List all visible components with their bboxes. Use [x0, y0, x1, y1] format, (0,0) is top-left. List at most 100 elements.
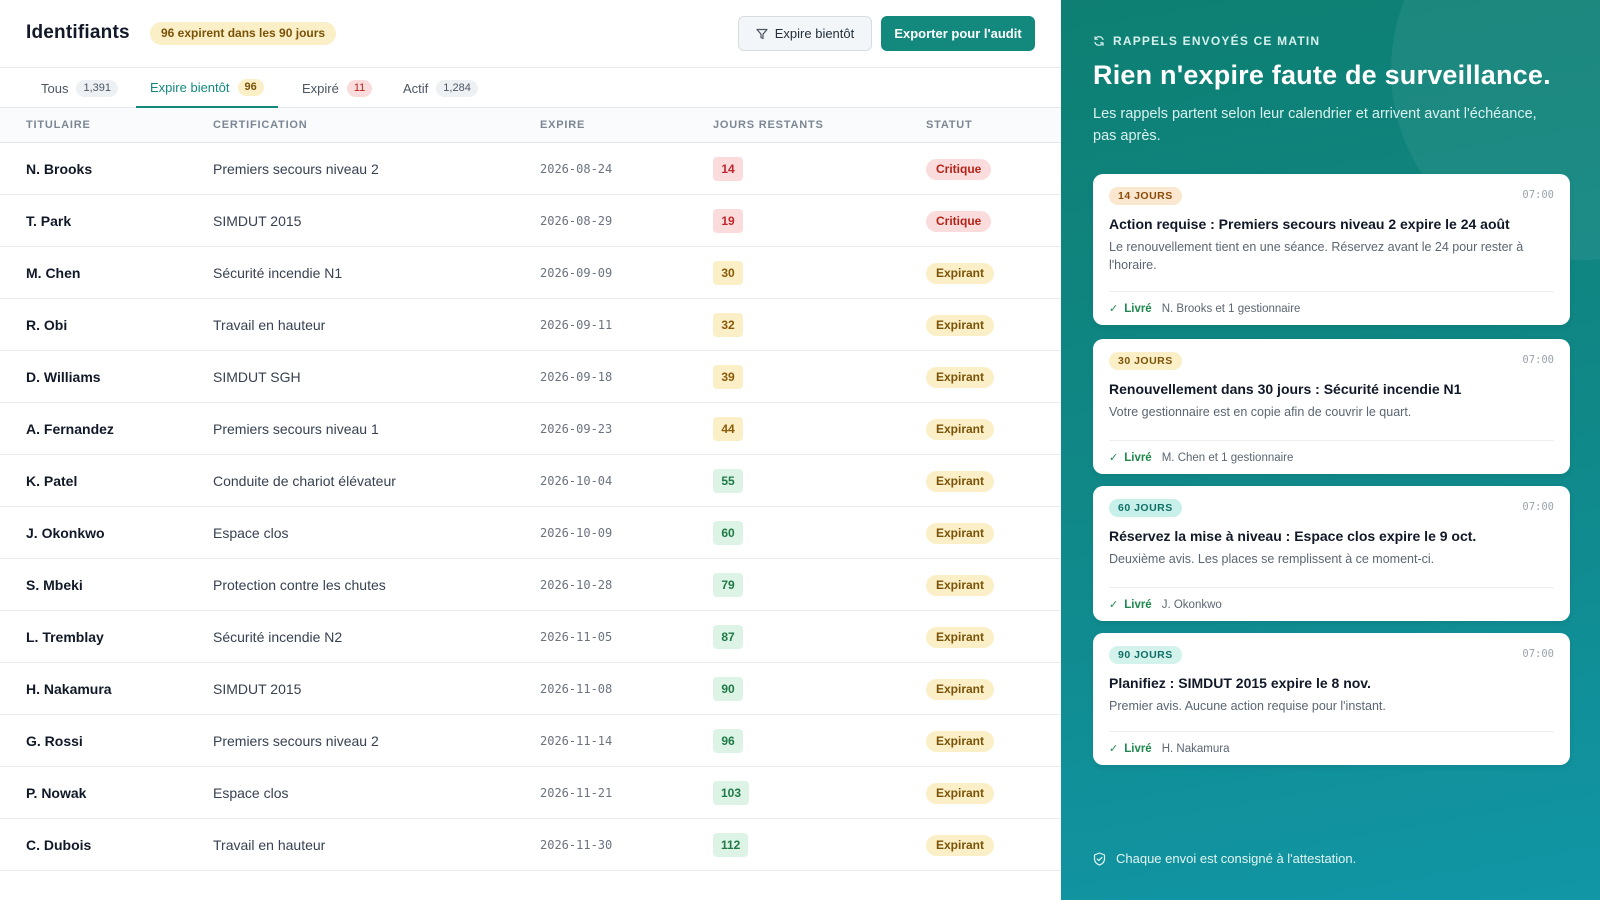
certification-name: Sécurité incendie N2 — [213, 629, 343, 645]
tab-active[interactable]: Actif 1,284 — [389, 68, 492, 108]
holder-name: R. Obi — [26, 317, 68, 333]
table-row[interactable]: H. Nakamura SIMDUT 2015 2026-11-08 90 Expira… — [0, 663, 1061, 715]
status-badge: Critique — [926, 159, 992, 180]
reminder-body: Votre gestionnaire est en copie afin de … — [1109, 405, 1412, 419]
certification-name: Conduite de chariot élévateur — [213, 473, 396, 489]
status-badge: Expirant — [926, 263, 995, 284]
tab-expired[interactable]: Expiré 11 — [288, 68, 386, 108]
expiry-date: 2026-09-09 — [540, 266, 613, 280]
tab-all[interactable]: Tous 1,391 — [27, 68, 132, 108]
certification-name: Espace clos — [213, 785, 289, 801]
certification-name: Travail en hauteur — [213, 317, 326, 333]
column-header-days-left[interactable]: JOURS RESTANTS — [713, 119, 824, 131]
tab-label: Expiré — [302, 80, 339, 96]
page-title: Identifiants — [26, 22, 130, 43]
table-header: TITULAIRE CERTIFICATION EXPIRE JOURS RES… — [0, 108, 1061, 143]
status-badge: Expirant — [926, 419, 995, 440]
filter-icon — [756, 28, 768, 39]
column-header-holder[interactable]: TITULAIRE — [26, 119, 91, 131]
reminder-title: Renouvellement dans 30 jours : Sécurité … — [1109, 381, 1462, 397]
reminder-time: 07:00 — [1522, 354, 1554, 366]
tab-count: 1,284 — [436, 79, 478, 97]
certification-name: SIMDUT 2015 — [213, 213, 302, 229]
table-row[interactable]: P. Nowak Espace clos 2026-11-21 103 Expirant — [0, 767, 1061, 819]
delivered-label: Livré — [1124, 598, 1152, 611]
table-row[interactable]: D. Williams SIMDUT SGH 2026-09-18 39 Expiran… — [0, 351, 1061, 403]
table-row[interactable]: K. Patel Conduite de chariot élévateur 202… — [0, 455, 1061, 507]
status-badge: Expirant — [926, 627, 995, 648]
table-row[interactable]: S. Mbeki Protection contre les chutes 2026… — [0, 559, 1061, 611]
days-remaining-badge: 32 — [713, 313, 743, 337]
table-row[interactable]: T. Park SIMDUT 2015 2026-08-29 19 Critique — [0, 195, 1061, 247]
reminder-body: Deuxième avis. Les places se remplissent… — [1109, 552, 1435, 566]
table-row[interactable]: C. Dubois Travail en hauteur 2026-11-30 112… — [0, 819, 1061, 871]
check-icon: ✓ — [1109, 599, 1119, 611]
column-header-certification[interactable]: CERTIFICATION — [213, 119, 308, 131]
recipients: J. Okonkwo — [1161, 598, 1222, 611]
status-badge: Expirant — [926, 575, 995, 596]
holder-name: H. Nakamura — [26, 681, 112, 697]
expiry-date: 2026-09-23 — [540, 422, 613, 436]
certification-name: Espace clos — [213, 525, 289, 541]
days-remaining-badge: 55 — [713, 469, 743, 493]
panel-eyebrow: RAPPELS ENVOYÉS CE MATIN — [1093, 34, 1320, 48]
certification-name: Premiers secours niveau 1 — [213, 421, 379, 437]
reminder-title: Action requise : Premiers secours niveau… — [1109, 216, 1510, 232]
expiry-date: 2026-08-24 — [540, 162, 613, 176]
panel-eyebrow-text: RAPPELS ENVOYÉS CE MATIN — [1113, 34, 1321, 48]
reminder-delivery: ✓ Livré N. Brooks et 1 gestionnaire — [1109, 291, 1554, 325]
shield-check-icon — [1093, 851, 1106, 866]
tab-count: 11 — [346, 79, 373, 97]
table-row[interactable]: L. Tremblay Sécurité incendie N2 2026-11-0… — [0, 611, 1061, 663]
reminder-card[interactable]: 60 JOURS 07:00 Réservez la mise à niveau :… — [1093, 486, 1570, 621]
expiry-date: 2026-11-21 — [540, 786, 613, 800]
holder-name: A. Fernandez — [26, 421, 114, 437]
reminder-interval-badge: 14 JOURS — [1109, 187, 1182, 205]
table-row[interactable]: A. Fernandez Premiers secours niveau 1 202… — [0, 403, 1061, 455]
credentials-pane: Identifiants 96 expirent dans les 90 jou… — [0, 16, 1061, 871]
table-row[interactable]: R. Obi Travail en hauteur 2026-09-11 32 Expi… — [0, 299, 1061, 351]
panel-description: Les rappels partent selon leur calendrie… — [1093, 106, 1537, 144]
days-remaining-badge: 19 — [713, 209, 743, 233]
holder-name: J. Okonkwo — [26, 525, 105, 541]
table-row[interactable]: N. Brooks Premiers secours niveau 2 2026-0… — [0, 143, 1061, 195]
status-badge: Critique — [926, 211, 992, 232]
holder-name: C. Dubois — [26, 837, 92, 853]
export-audit-button[interactable]: Exporter pour l'audit — [881, 16, 1035, 51]
filter-button[interactable]: Expire bientôt — [738, 16, 872, 51]
status-badge: Expirant — [926, 783, 995, 804]
days-remaining-badge: 87 — [713, 625, 743, 649]
recipients: M. Chen et 1 gestionnaire — [1161, 451, 1294, 464]
holder-name: M. Chen — [26, 265, 81, 281]
table-row[interactable]: G. Rossi Premiers secours niveau 2 2026-11… — [0, 715, 1061, 767]
days-remaining-badge: 96 — [713, 729, 743, 753]
holder-name: S. Mbeki — [26, 577, 83, 593]
days-remaining-badge: 39 — [713, 365, 743, 389]
reminder-body: Premier avis. Aucune action requise pour… — [1109, 699, 1386, 713]
reminder-card[interactable]: 90 JOURS 07:00 Planifiez : SIMDUT 2015 exp… — [1093, 633, 1570, 765]
reminder-card[interactable]: 30 JOURS 07:00 Renouvellement dans 30 jour… — [1093, 339, 1570, 474]
column-header-expires[interactable]: EXPIRE — [540, 119, 586, 131]
tab-expiring-soon[interactable]: Expire bientôt 96 — [136, 68, 278, 108]
expiry-date: 2026-10-04 — [540, 474, 613, 488]
check-icon: ✓ — [1109, 452, 1119, 464]
reminder-delivery: ✓ Livré J. Okonkwo — [1109, 587, 1554, 621]
certification-name: SIMDUT 2015 — [213, 681, 302, 697]
certification-name: Protection contre les chutes — [213, 577, 386, 593]
table-row[interactable]: M. Chen Sécurité incendie N1 2026-09-09 30 E… — [0, 247, 1061, 299]
expiry-date: 2026-08-29 — [540, 214, 613, 228]
column-header-status[interactable]: STATUT — [926, 119, 973, 131]
holder-name: D. Williams — [26, 369, 101, 385]
reminder-body: Le renouvellement tient en une séance. R… — [1109, 240, 1524, 272]
table-row[interactable]: J. Okonkwo Espace clos 2026-10-09 60 Expiran… — [0, 507, 1061, 559]
check-icon: ✓ — [1109, 743, 1119, 755]
delivered-label: Livré — [1124, 451, 1152, 464]
reminder-card[interactable]: 14 JOURS 07:00 Action requise : Premiers s… — [1093, 174, 1570, 325]
days-remaining-badge: 60 — [713, 521, 743, 545]
tab-count: 1,391 — [76, 79, 118, 97]
days-remaining-badge: 112 — [713, 833, 749, 857]
reminder-title: Réservez la mise à niveau : Espace clos … — [1109, 528, 1477, 544]
tab-count: 96 — [237, 78, 264, 96]
filter-button-label: Expire bientôt — [774, 26, 855, 41]
status-badge: Expirant — [926, 367, 995, 388]
